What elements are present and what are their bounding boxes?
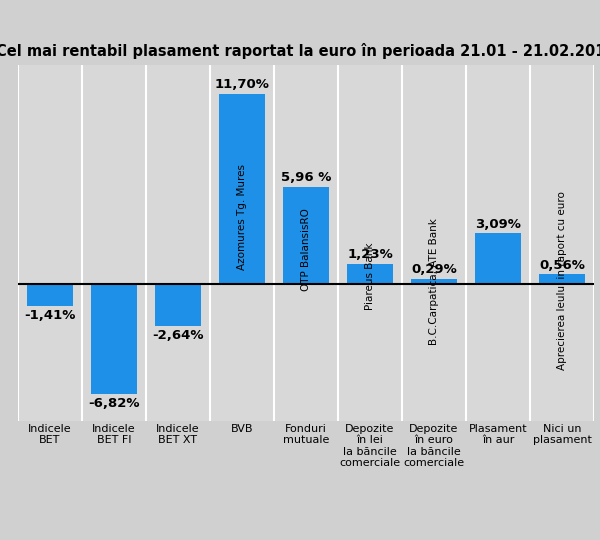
Text: 0,29%: 0,29% — [411, 263, 457, 276]
Text: OTP BalansisRO: OTP BalansisRO — [301, 208, 311, 291]
Bar — [347, 264, 393, 284]
Bar — [475, 233, 521, 284]
Text: Fonduri
mutuale: Fonduri mutuale — [283, 423, 329, 445]
Bar — [219, 94, 265, 284]
Text: -1,41%: -1,41% — [25, 309, 76, 322]
Text: Aprecierea leului in raport cu euro: Aprecierea leului in raport cu euro — [557, 191, 567, 370]
Text: 0,56%: 0,56% — [539, 259, 585, 272]
Text: 1,23%: 1,23% — [347, 248, 393, 261]
Text: Indicele
BET: Indicele BET — [28, 423, 72, 445]
Text: Depozite
în euro
la băncile
comerciale: Depozite în euro la băncile comerciale — [403, 423, 464, 468]
Text: Indicele
BET XT: Indicele BET XT — [156, 423, 200, 445]
Text: BVB: BVB — [231, 423, 253, 434]
Text: Indicele
BET FI: Indicele BET FI — [92, 423, 136, 445]
Text: -6,82%: -6,82% — [88, 397, 140, 410]
Bar — [27, 284, 73, 306]
Text: Depozite
în lei
la băncile
comerciale: Depozite în lei la băncile comerciale — [340, 423, 401, 468]
Text: -2,64%: -2,64% — [152, 329, 204, 342]
Bar — [539, 274, 585, 284]
Bar — [283, 187, 329, 284]
Bar — [155, 284, 201, 326]
Text: 3,09%: 3,09% — [475, 218, 521, 231]
Text: Nici un
plasament: Nici un plasament — [533, 423, 592, 445]
Bar — [411, 279, 457, 284]
Text: B.C.Carpatica, ATE Bank: B.C.Carpatica, ATE Bank — [429, 218, 439, 345]
Bar — [91, 284, 137, 394]
Text: Azomures Tg. Mures: Azomures Tg. Mures — [237, 164, 247, 270]
Text: 11,70%: 11,70% — [215, 78, 269, 91]
Text: Piareus Bank: Piareus Bank — [365, 243, 375, 310]
Text: Plasament
în aur: Plasament în aur — [469, 423, 527, 445]
Title: Cel mai rentabil plasament raportat la euro în perioada 21.01 - 21.02.2011: Cel mai rentabil plasament raportat la e… — [0, 43, 600, 59]
Text: 5,96 %: 5,96 % — [281, 171, 331, 184]
